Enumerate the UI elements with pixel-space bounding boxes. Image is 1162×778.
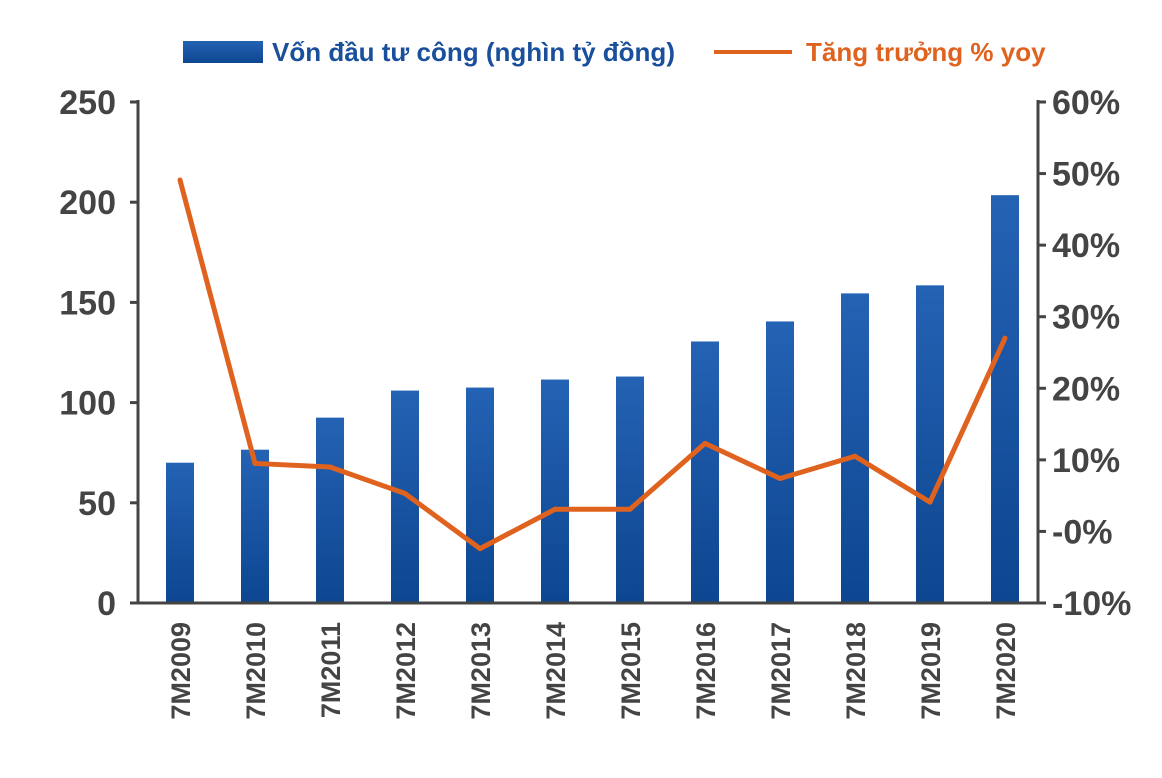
x-tick-label: 7M2013 [466, 622, 496, 720]
x-tick-label: 7M2010 [241, 622, 271, 720]
legend: Vốn đầu tư công (nghìn tỷ đồng) Tăng trư… [183, 37, 1046, 67]
growth-point-7M2015 [627, 506, 633, 512]
x-tick-label: 7M2016 [691, 622, 721, 720]
bar-7M2016 [691, 341, 719, 603]
growth-point-7M2019 [927, 499, 933, 505]
right-tick-label: -0% [1052, 513, 1112, 551]
right-tick-label: 60% [1052, 84, 1120, 122]
growth-point-7M2018 [852, 453, 858, 459]
growth-point-7M2014 [552, 506, 558, 512]
left-tick-label: 50 [78, 485, 116, 523]
growth-point-7M2017 [777, 475, 783, 481]
bar-7M2019 [916, 285, 944, 603]
bar-7M2020 [991, 195, 1019, 603]
left-tick-label: 250 [59, 84, 116, 122]
right-tick-label: 30% [1052, 299, 1120, 337]
bar-7M2009 [166, 462, 194, 603]
x-tick-label: 7M2009 [166, 622, 196, 720]
legend-bar-label: Vốn đầu tư công (nghìn tỷ đồng) [272, 37, 675, 67]
x-tick-label: 7M2011 [316, 622, 346, 718]
left-tick-label: 200 [59, 184, 116, 222]
bar-7M2013 [466, 387, 494, 603]
right-tick-label: 50% [1052, 156, 1120, 194]
left-tick-label: 150 [59, 284, 116, 322]
right-tick-label: 10% [1052, 442, 1120, 480]
growth-point-7M2009 [177, 177, 183, 183]
x-tick-label: 7M2020 [991, 622, 1021, 720]
x-tick-label: 7M2015 [616, 622, 646, 720]
growth-point-7M2013 [477, 546, 483, 552]
growth-line [177, 179, 1008, 552]
x-tick-label: 7M2019 [916, 622, 946, 720]
bar-7M2011 [316, 417, 344, 603]
growth-point-7M2020 [1002, 335, 1008, 341]
growth-point-7M2012 [402, 490, 408, 496]
bar-7M2014 [541, 379, 569, 603]
legend-line-label: Tăng trưởng % yoy [806, 37, 1046, 67]
bar-7M2015 [616, 376, 644, 603]
bar-7M2017 [766, 321, 794, 603]
x-tick-label: 7M2017 [766, 622, 796, 720]
right-tick-label: 20% [1052, 370, 1120, 408]
bar-7M2010 [241, 449, 269, 603]
growth-point-7M2010 [252, 460, 258, 466]
bar-7M2018 [841, 293, 869, 603]
right-tick-label: -10% [1052, 585, 1131, 623]
x-tick-label: 7M2018 [841, 622, 871, 720]
right-tick-label: 40% [1052, 227, 1120, 265]
growth-point-7M2016 [702, 440, 708, 446]
x-tick-label: 7M2012 [391, 622, 421, 720]
x-tick-label: 7M2014 [541, 622, 571, 720]
legend-bar-swatch [183, 41, 263, 63]
left-tick-label: 0 [97, 585, 116, 623]
left-tick-label: 100 [59, 385, 116, 423]
growth-point-7M2011 [327, 464, 333, 470]
bar-7M2012 [391, 390, 419, 603]
